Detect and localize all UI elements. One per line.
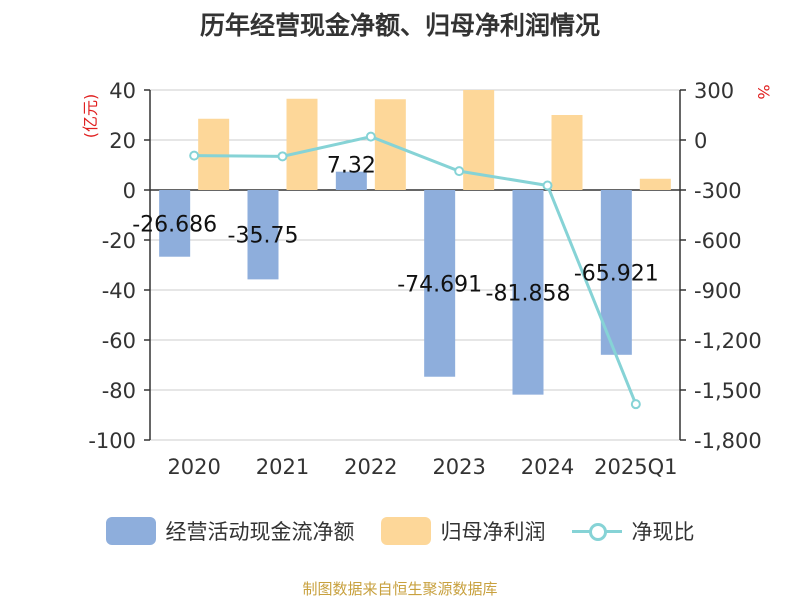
bar-net-profit — [551, 115, 583, 190]
ratio-line — [194, 135, 638, 405]
bar-cash-flow — [247, 190, 279, 280]
x-tick-label: 2024 — [521, 455, 574, 479]
right-tick-label: 300 — [694, 79, 734, 103]
chart-title: 历年经营现金净额、归母净利润情况 — [199, 11, 600, 40]
x-tick-label: 2023 — [432, 455, 485, 479]
legend-swatch-net-profit — [380, 517, 431, 545]
bar-cash-flow — [335, 171, 367, 190]
right-y-axis: 300 0 -300 -600 -900 -1,200 -1,500 -1,800% — [679, 79, 773, 453]
legend-label-cash-flow: 经营活动现金流净额 — [165, 520, 355, 544]
legend-label-ratio: 净现比 — [631, 520, 695, 544]
ratio-point — [277, 151, 288, 162]
data-label-cash-flow: -81.858 — [486, 281, 571, 306]
bar-cash-flow — [159, 190, 191, 257]
left-tick-label: 0 — [123, 179, 136, 203]
legend-item-net-profit[interactable]: 归母净利润 — [380, 516, 546, 546]
bar-cash-flow — [424, 190, 456, 377]
legend-item-cash-flow[interactable]: 经营活动现金流净额 — [105, 516, 355, 546]
ratio-point — [542, 180, 553, 191]
legend-dot-ratio — [588, 523, 607, 541]
data-labels: -26.686 -35.75 7.32 -74.691 -81.858-65.921 — [132, 154, 659, 307]
left-tick-label: 20 — [109, 129, 136, 153]
data-label-cash-flow: -26.686 — [132, 212, 217, 237]
right-tick-label: -900 — [694, 279, 742, 303]
left-tick-label: -100 — [88, 429, 136, 453]
ratio-point — [630, 399, 641, 410]
right-tick-label: -1,200 — [694, 329, 762, 353]
bar-net-profit — [639, 178, 671, 190]
x-tick-label: 2020 — [167, 455, 220, 479]
x-tick-label: 2022 — [344, 455, 397, 479]
ratio-point — [454, 166, 465, 177]
legend: 经营活动现金流净额 归母净利润 净现比 — [0, 516, 800, 546]
right-tick-label: -1,500 — [694, 379, 762, 403]
x-tick-label: 2025Q1 — [594, 455, 677, 479]
left-tick-label: -20 — [102, 229, 136, 253]
x-tick-label: 2021 — [256, 455, 309, 479]
ratio-point — [189, 150, 200, 161]
source-note: 制图数据来自恒生聚源数据库 — [302, 580, 498, 598]
right-axis-unit: % — [754, 84, 773, 99]
left-tick-label: 40 — [109, 79, 136, 103]
data-label-cash-flow: -35.75 — [228, 224, 299, 249]
legend-swatch-cash-flow — [105, 517, 156, 545]
legend-item-ratio[interactable]: 净现比 — [571, 516, 695, 546]
legend-label-net-profit: 归母净利润 — [440, 520, 546, 544]
data-label-cash-flow: 7.32 — [327, 154, 376, 179]
bar-cash-flow — [512, 190, 544, 395]
left-tick-label: -60 — [102, 329, 136, 353]
bar-net-profit — [286, 98, 318, 190]
x-axis: 2020 2021 2022 2023 2024 2025Q1 — [150, 189, 680, 479]
ratio-point — [365, 131, 376, 142]
legend-swatch-ratio — [571, 517, 622, 545]
data-label-cash-flow: -74.691 — [397, 272, 482, 297]
right-tick-label: -1,800 — [694, 429, 762, 453]
data-label-cash-flow: -65.921 — [574, 261, 659, 286]
left-tick-label: -40 — [102, 279, 136, 303]
ratio-line-layer — [189, 131, 641, 410]
right-tick-label: 0 — [694, 129, 707, 153]
right-tick-label: -600 — [694, 229, 742, 253]
left-y-axis: 40 20 0 -20 -40 -60 -80 -100 (亿元) — [81, 79, 151, 453]
left-axis-unit: (亿元) — [81, 94, 100, 139]
left-tick-label: -80 — [102, 379, 136, 403]
right-tick-label: -300 — [694, 179, 742, 203]
